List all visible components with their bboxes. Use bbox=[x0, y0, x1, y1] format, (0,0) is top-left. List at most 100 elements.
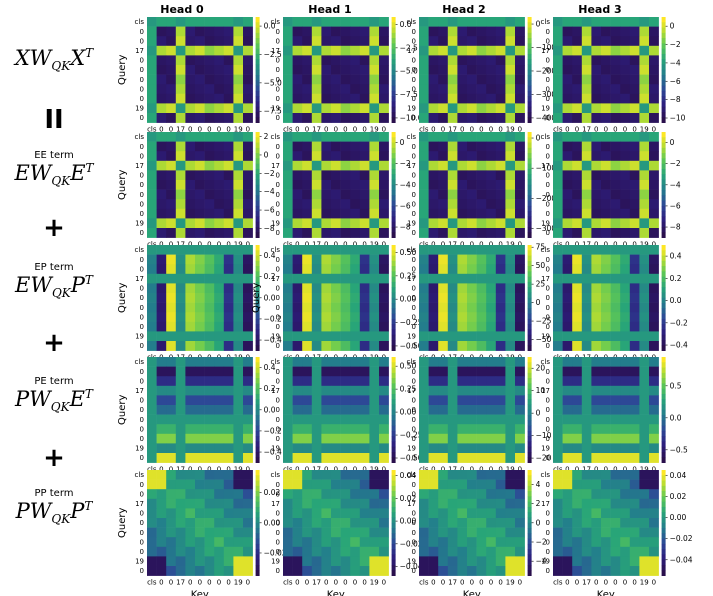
x-tick-label: 0 bbox=[479, 466, 483, 474]
heatmap-cell bbox=[369, 132, 380, 142]
heatmap-cell bbox=[601, 45, 611, 56]
heatmap-cell bbox=[562, 36, 573, 47]
heatmap-cell bbox=[223, 357, 234, 367]
heatmap-cell bbox=[147, 395, 157, 406]
heatmap-cell bbox=[292, 302, 303, 313]
heatmap-cell bbox=[214, 132, 225, 142]
colorbar-segment bbox=[391, 260, 396, 267]
heatmap-cell bbox=[428, 453, 439, 463]
heatmap-cell bbox=[311, 527, 322, 538]
heatmap-cell bbox=[147, 283, 157, 294]
heatmap-cell bbox=[486, 546, 497, 557]
colorbar-label: −6 bbox=[670, 201, 681, 210]
heatmap-cell bbox=[495, 199, 506, 210]
colorbar-segment bbox=[527, 441, 532, 448]
heatmap-cell bbox=[292, 489, 303, 500]
x-tick-label: 0 bbox=[324, 241, 328, 249]
heatmap-cell bbox=[601, 556, 611, 567]
colorbar-label: 0.04 bbox=[400, 471, 417, 480]
heatmap-cell bbox=[553, 414, 563, 425]
heatmap-cell bbox=[572, 341, 583, 351]
heatmap-cell bbox=[350, 65, 361, 75]
heatmap-cell bbox=[233, 527, 244, 538]
heatmap-cell bbox=[610, 74, 621, 85]
heatmap-cell bbox=[486, 199, 497, 210]
heatmap-cell bbox=[639, 45, 650, 56]
heatmap-cell bbox=[359, 385, 370, 396]
y-tick-label: 0 bbox=[140, 210, 144, 218]
y-tick-label: 0 bbox=[276, 567, 280, 575]
colorbar-label: −50 bbox=[536, 335, 552, 344]
heatmap-cell bbox=[359, 433, 370, 444]
heatmap-cell bbox=[147, 453, 157, 463]
heatmap-cell bbox=[515, 357, 525, 367]
heatmap-cell bbox=[515, 141, 525, 152]
heatmap-cell bbox=[223, 498, 234, 509]
heatmap-cell bbox=[175, 283, 186, 294]
heatmap-cell bbox=[350, 414, 361, 425]
heatmap-cell bbox=[147, 103, 157, 114]
x-tick-label: 0 bbox=[441, 241, 445, 249]
heatmap-cell bbox=[350, 366, 361, 377]
heatmap-cell bbox=[620, 293, 631, 303]
heatmap-cell bbox=[302, 245, 313, 255]
heatmap-cell bbox=[175, 453, 186, 463]
heatmap-cell bbox=[476, 103, 487, 114]
colorbar-segment bbox=[661, 227, 666, 233]
heatmap-cell bbox=[447, 527, 458, 538]
x-tick-label: 0 bbox=[217, 241, 221, 249]
heatmap-cell bbox=[610, 376, 621, 387]
heatmap-cell bbox=[476, 453, 487, 463]
heatmap-cell bbox=[581, 84, 592, 95]
heatmap-cell bbox=[629, 453, 640, 463]
heatmap-cell bbox=[553, 264, 563, 275]
heatmap-cell bbox=[629, 546, 640, 557]
colorbar-segment bbox=[391, 69, 396, 76]
colorbar-segment bbox=[527, 393, 532, 400]
heatmap-cell bbox=[447, 170, 458, 181]
heatmap-cell bbox=[562, 302, 573, 313]
colorbar-label: −200 bbox=[536, 194, 557, 203]
heatmap-cell bbox=[311, 103, 322, 114]
heatmap-cell bbox=[175, 26, 186, 37]
y-tick-label: cls bbox=[541, 18, 551, 26]
heatmap-cell bbox=[195, 180, 205, 190]
heatmap-cell bbox=[562, 566, 573, 576]
y-tick-label: cls bbox=[407, 246, 417, 254]
heatmap-cell bbox=[243, 74, 253, 85]
heatmap-cell bbox=[166, 74, 177, 85]
colorbar-segment bbox=[255, 538, 260, 545]
colorbar-segment bbox=[391, 533, 396, 540]
heatmap-cell bbox=[562, 141, 573, 152]
heatmap-cell bbox=[419, 103, 429, 114]
colorbar-segment bbox=[527, 142, 532, 149]
colorbar-segment bbox=[527, 367, 532, 374]
heatmap-cell bbox=[620, 566, 631, 576]
y-tick-label: cls bbox=[271, 246, 281, 254]
colorbar-segment bbox=[391, 565, 396, 571]
colorbar-segment bbox=[661, 501, 666, 508]
heatmap-cell bbox=[185, 180, 196, 190]
colorbar-segment bbox=[661, 53, 666, 60]
heatmap-cell bbox=[649, 470, 659, 480]
colorbar-segment bbox=[527, 184, 532, 191]
colorbar-segment bbox=[527, 75, 532, 81]
y-tick-label: 0 bbox=[276, 377, 280, 385]
heatmap-cell bbox=[419, 357, 429, 367]
heatmap-cell bbox=[195, 331, 205, 342]
heatmap-cell bbox=[311, 366, 322, 377]
heatmap-cell bbox=[147, 160, 157, 171]
heatmap-cell bbox=[639, 376, 650, 387]
y-tick-label: 0 bbox=[276, 323, 280, 331]
heatmap-cell bbox=[283, 160, 293, 171]
heatmap-cell bbox=[283, 170, 293, 181]
y-tick-label: 0 bbox=[412, 181, 416, 189]
heatmap-cell bbox=[185, 479, 196, 490]
heatmap-cell bbox=[639, 443, 650, 454]
heatmap-cell bbox=[495, 113, 506, 123]
heatmap-cell bbox=[649, 245, 659, 255]
heatmap-cell bbox=[233, 170, 244, 181]
y-tick-label: 0 bbox=[276, 481, 280, 489]
heatmap-cell bbox=[292, 566, 303, 576]
heatmap-cell bbox=[447, 55, 458, 66]
